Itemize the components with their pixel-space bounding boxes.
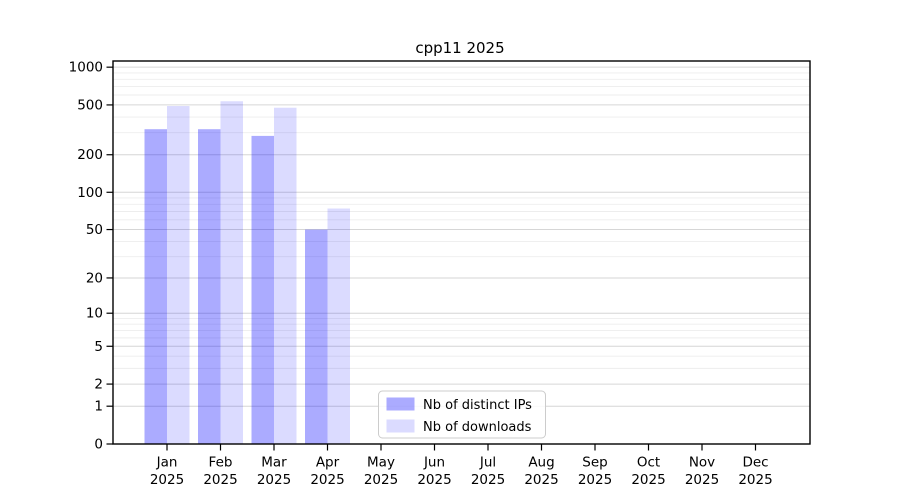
y-tick-label: 200 <box>77 147 103 163</box>
x-tick-label-month: Apr <box>316 455 340 471</box>
legend-swatch-distinct-ips <box>386 397 415 411</box>
legend-box <box>378 390 546 439</box>
y-tick-label: 10 <box>86 306 103 322</box>
gridlines <box>113 66 810 407</box>
x-tick-label-year: 2025 <box>524 472 558 488</box>
chart-title: cpp11 2025 <box>415 39 504 57</box>
bar-downloads-apr <box>327 208 350 444</box>
y-tick-label: 0 <box>94 437 103 453</box>
y-tick-label: 5 <box>94 339 103 355</box>
bar-distinct-ips-feb <box>198 129 221 444</box>
x-tick-label-year: 2025 <box>203 472 237 488</box>
x-tick-label-month: Aug <box>528 455 554 471</box>
legend-swatch-downloads <box>386 419 415 433</box>
bar-distinct-ips-jan <box>144 129 167 444</box>
y-tick-label: 2 <box>94 377 103 393</box>
x-tick-label-year: 2025 <box>471 472 505 488</box>
y-tick-label: 1000 <box>69 60 103 76</box>
x-tick-label-year: 2025 <box>310 472 344 488</box>
y-tick-label: 1 <box>94 399 103 415</box>
x-tick-label-month: Jun <box>423 455 445 471</box>
x-tick-label-year: 2025 <box>685 472 719 488</box>
plot-border <box>112 60 811 445</box>
x-tick-label-month: Jul <box>479 455 496 471</box>
y-tick-label: 20 <box>86 270 103 286</box>
x-tick-label-month: Sep <box>582 455 607 471</box>
y-tick-label: 50 <box>86 222 103 238</box>
legend: Nb of distinct IPs Nb of downloads <box>378 390 546 439</box>
bar-distinct-ips-mar <box>251 135 274 444</box>
x-tick-label-month: Nov <box>689 455 715 471</box>
x-tick-label-year: 2025 <box>364 472 398 488</box>
bar-downloads-mar <box>274 107 297 445</box>
y-tick-label: 500 <box>77 97 103 113</box>
x-tick-label-year: 2025 <box>150 472 184 488</box>
x-tick-label-year: 2025 <box>417 472 451 488</box>
x-tick-label-month: Mar <box>261 455 287 471</box>
x-tick-label-year: 2025 <box>738 472 772 488</box>
axes: 01251020501002005001000Jan2025Feb2025Mar… <box>69 60 773 488</box>
legend-label-distinct-ips: Nb of distinct IPs <box>423 398 532 413</box>
x-tick-label-month: Jan <box>156 455 178 471</box>
bars <box>144 101 350 445</box>
bar-downloads-feb <box>220 101 243 444</box>
bar-distinct-ips-apr <box>305 229 328 444</box>
bar-downloads-jan <box>167 106 190 445</box>
legend-label-downloads: Nb of downloads <box>423 420 532 435</box>
x-tick-label-year: 2025 <box>631 472 665 488</box>
x-tick-label-month: Oct <box>637 455 660 471</box>
x-tick-label-month: Feb <box>209 455 233 471</box>
x-tick-label-year: 2025 <box>257 472 291 488</box>
x-tick-label-month: May <box>367 455 395 471</box>
x-tick-label-year: 2025 <box>578 472 612 488</box>
x-tick-label-month: Dec <box>742 455 768 471</box>
y-tick-label: 100 <box>77 185 103 201</box>
